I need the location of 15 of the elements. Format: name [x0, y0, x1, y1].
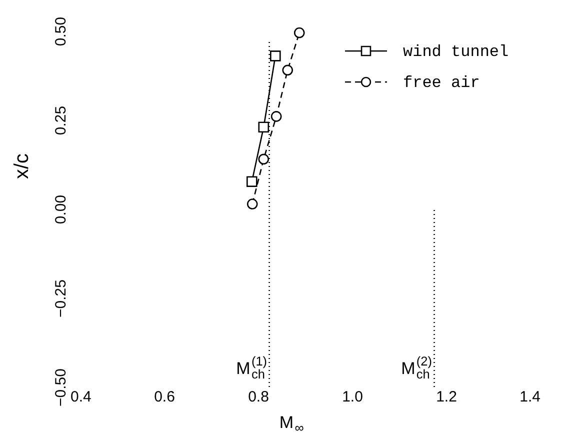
y-axis-title: x/c — [11, 154, 33, 180]
y-tick-label: 0.00 — [52, 194, 70, 224]
y-tick-label: 0.50 — [52, 16, 70, 46]
x-axis-title: M∞ — [279, 413, 304, 436]
x-tick-label: 0.6 — [154, 388, 175, 406]
y-tick-label: 0.25 — [52, 106, 70, 136]
legend-label: wind tunnel — [403, 43, 509, 61]
x-tick-label: 1.0 — [342, 388, 363, 406]
x-tick-label: 0.4 — [70, 388, 92, 406]
legend-label: free air — [403, 74, 480, 92]
x-tick-label: 0.8 — [248, 388, 269, 406]
y-tick-label: −0.25 — [52, 280, 70, 318]
y-tick-label: −0.50 — [52, 368, 70, 406]
x-tick-label: 1.4 — [520, 388, 540, 406]
x-tick-label: 1.2 — [436, 388, 457, 406]
